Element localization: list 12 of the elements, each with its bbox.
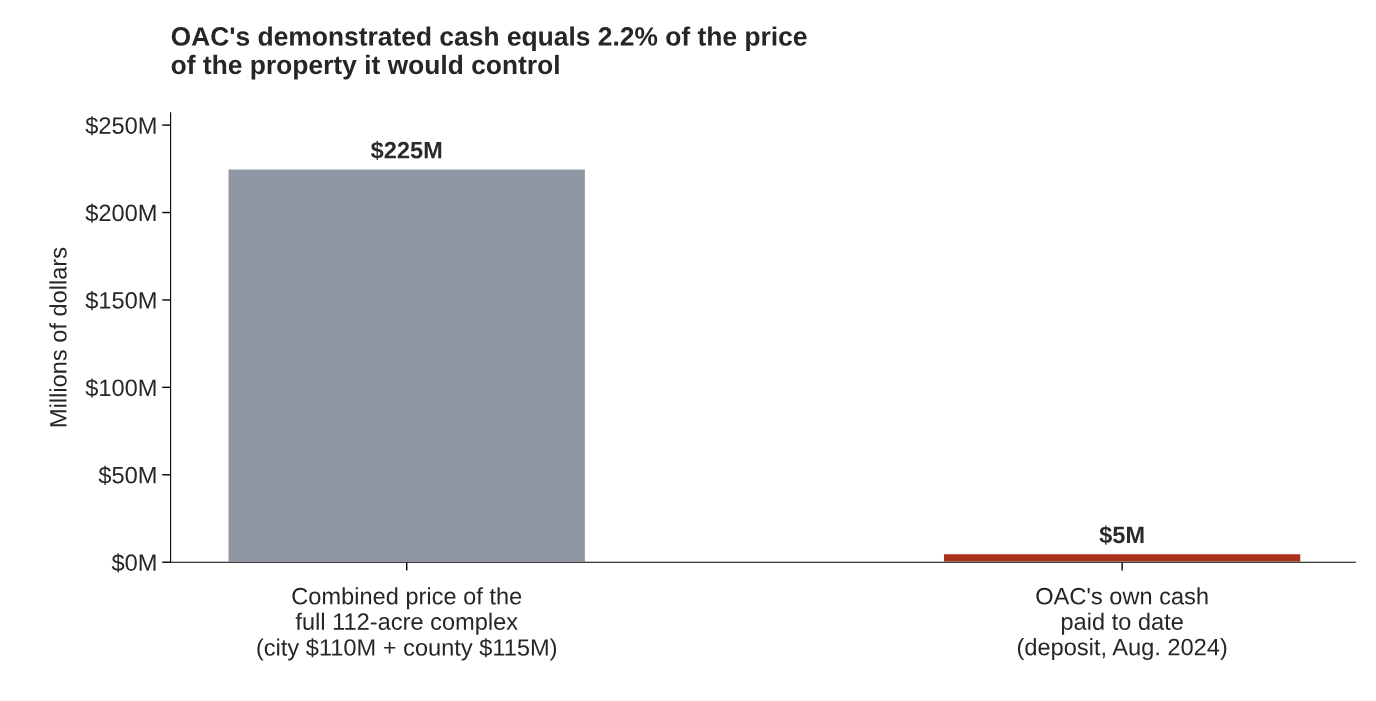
y-tick-label: $0M — [111, 553, 156, 573]
y-tick-label: $150M — [85, 291, 156, 311]
y-tick-label: $250M — [85, 116, 156, 136]
data-label: $5M — [1099, 525, 1144, 545]
x-tick-label: Combined price of the full 112-acre complex (city $110M + county $115M) — [257, 587, 557, 661]
y-tick-label: $50M — [98, 465, 156, 485]
data-label: $225M — [370, 140, 442, 161]
chart-title: OAC's demonstrated cash equals 2.2% of the price of the property it would control — [171, 26, 807, 80]
y-tick-label: $200M — [85, 203, 156, 223]
x-tick-label: OAC's own cash paid to date (deposit, Aug. 2024) — [1017, 587, 1227, 661]
y-axis-title: Millions of dollars — [49, 247, 67, 427]
y-tick-label: $100M — [85, 378, 156, 398]
